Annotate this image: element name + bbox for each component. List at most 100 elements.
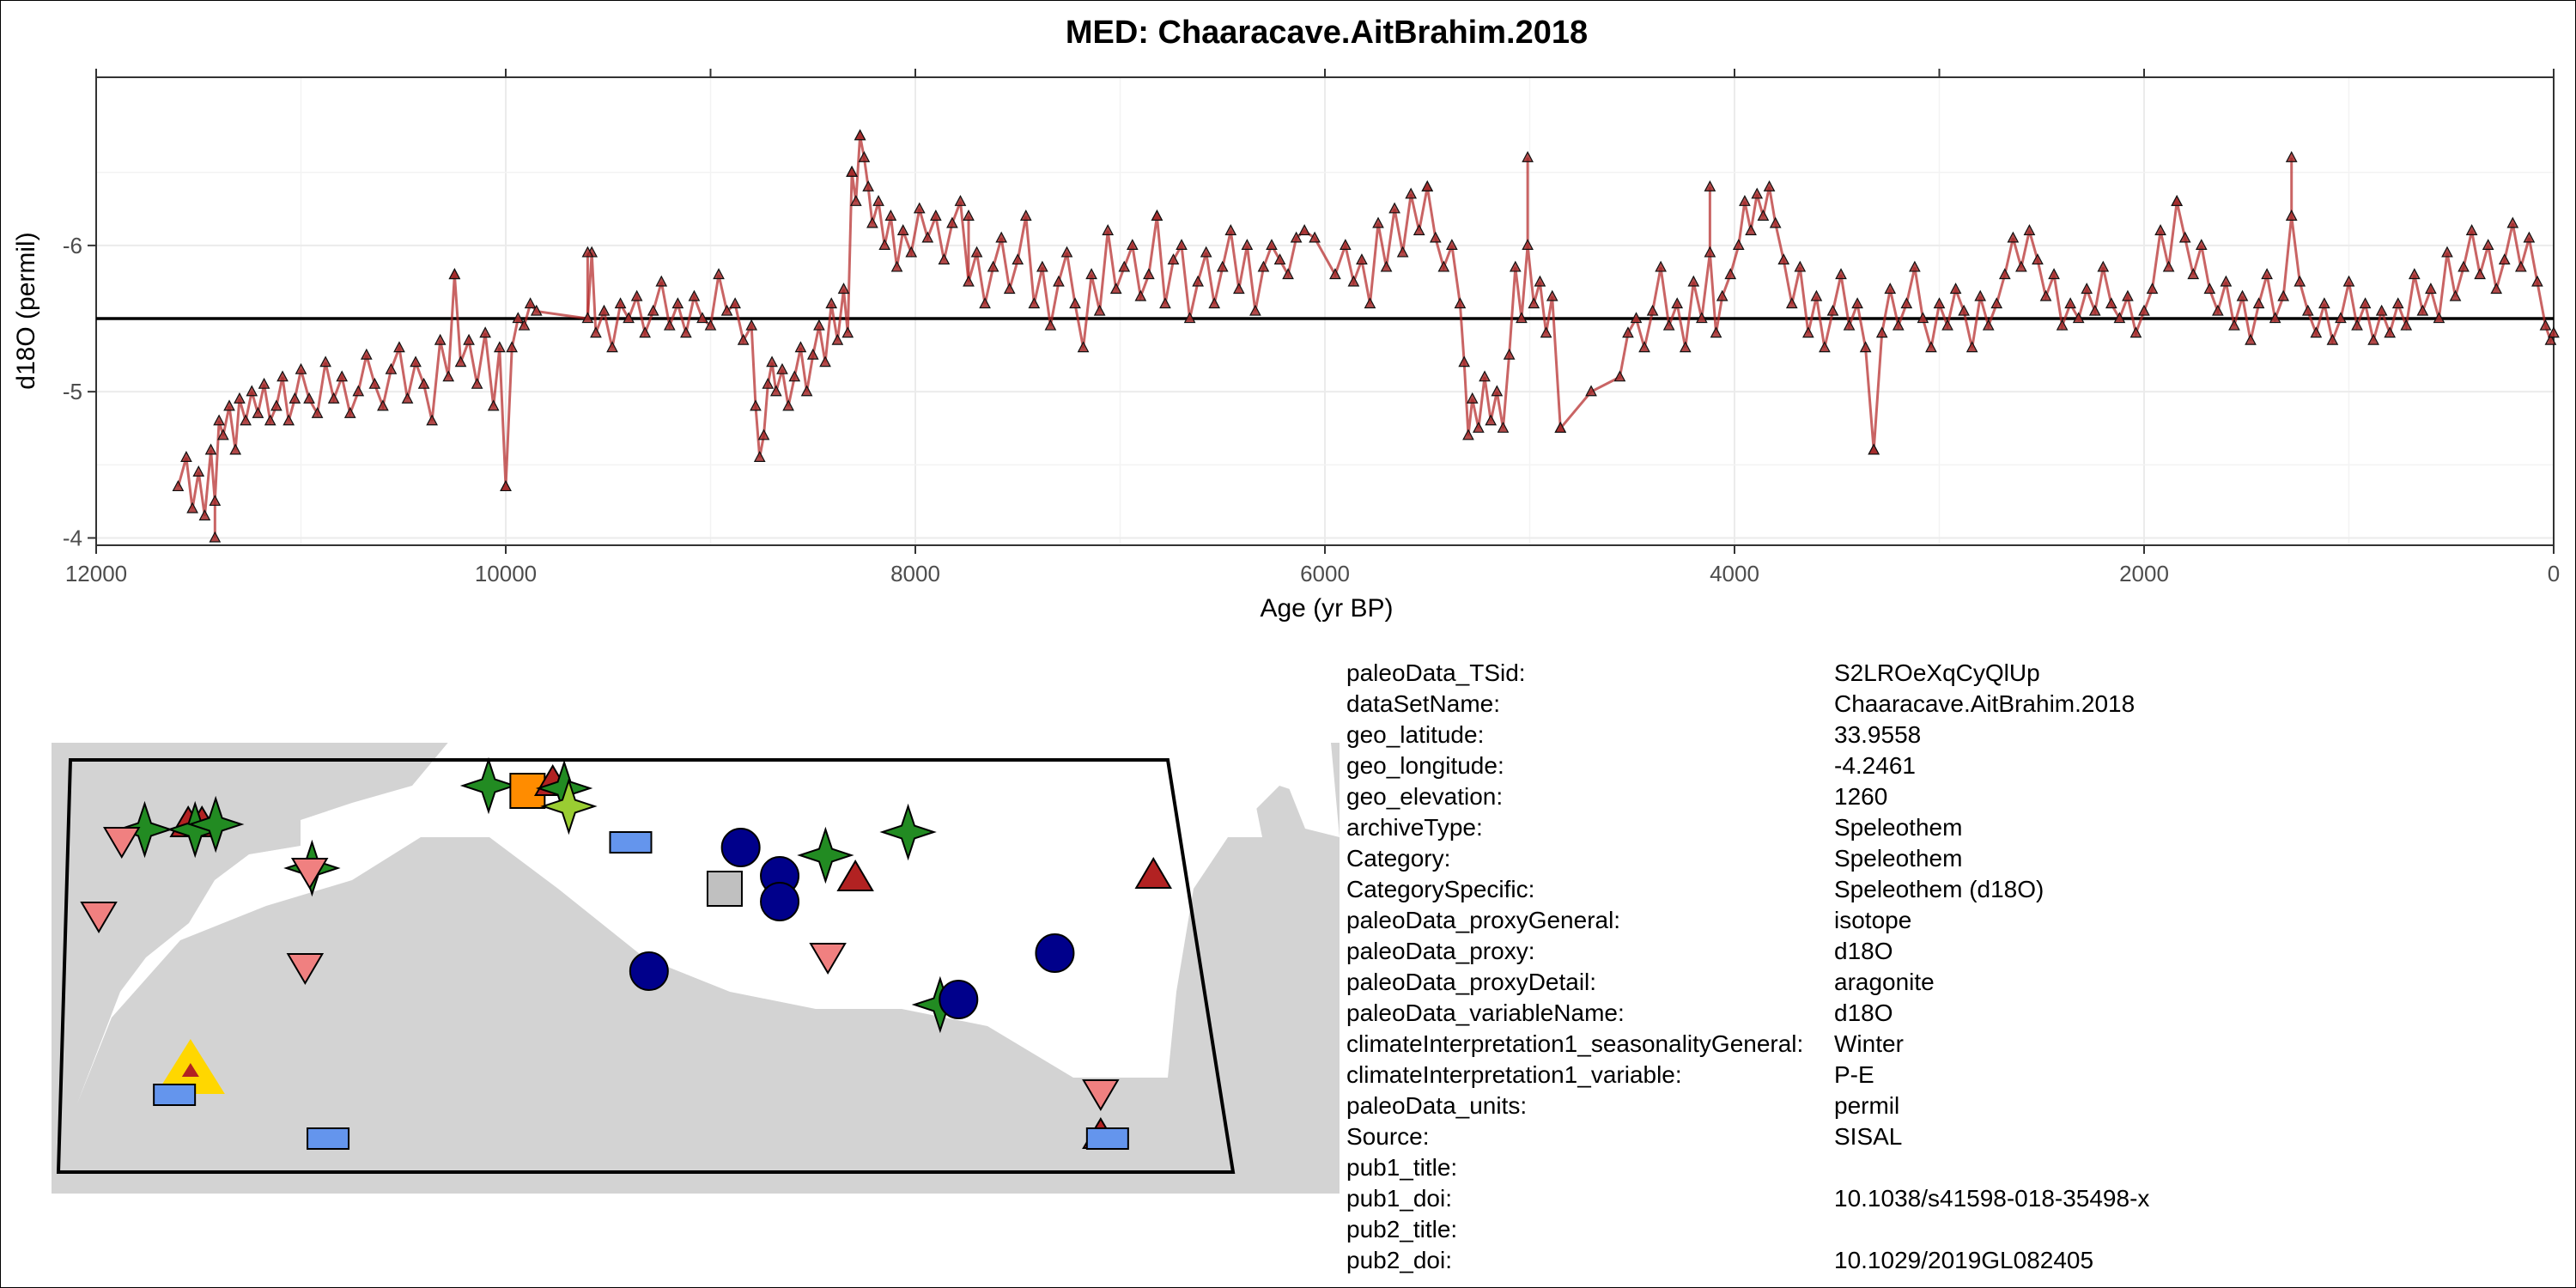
metadata-value: P-E [1834, 1061, 1874, 1088]
data-point [2384, 326, 2397, 338]
data-point [1491, 385, 1504, 397]
data-point [1347, 275, 1360, 287]
data-point [1473, 421, 1485, 433]
data-point [2539, 319, 2552, 331]
data-point [417, 377, 430, 389]
data-point [1884, 283, 1897, 295]
data-point [1454, 297, 1467, 309]
data-point [1224, 224, 1237, 235]
data-point [1077, 341, 1090, 353]
data-point [846, 165, 858, 177]
data-point [463, 333, 475, 345]
data-point [1941, 319, 1953, 331]
data-point [1769, 216, 1782, 228]
data-point [2458, 260, 2470, 272]
site-markers [80, 756, 1172, 1150]
metadata-key: Source: [1346, 1123, 1430, 1150]
data-point [368, 377, 381, 389]
x-tick-label: 8000 [890, 561, 940, 586]
data-point [2351, 319, 2363, 331]
data-point [1282, 268, 1294, 280]
data-point [1183, 312, 1196, 324]
metadata-key: paleoData_proxyGeneral: [1346, 907, 1621, 933]
data-point [2359, 297, 2372, 309]
data-point [2105, 297, 2117, 309]
data-point [2506, 216, 2519, 228]
data-point [841, 326, 854, 338]
data-point [385, 362, 398, 374]
data-point [1704, 179, 1716, 191]
data-point [276, 370, 289, 382]
data-point [2465, 224, 2478, 235]
chart-title: MED: Chaaracave.AitBrahim.2018 [1066, 15, 1588, 51]
data-point [750, 399, 762, 411]
data-point [1003, 283, 1016, 295]
data-point [1109, 283, 1122, 295]
data-point [2252, 297, 2265, 309]
site-marker-triangle-up [836, 860, 874, 891]
data-point [2482, 239, 2494, 251]
data-point [825, 297, 838, 309]
data-point [1462, 428, 1474, 440]
data-point [426, 414, 438, 426]
data-point [2056, 319, 2069, 331]
site-marker-star [879, 803, 937, 861]
data-point [1646, 304, 1659, 316]
data-point [234, 392, 246, 404]
data-point [896, 224, 909, 235]
data-point [1085, 268, 1097, 280]
data-point [1503, 348, 1516, 360]
data-point [1819, 341, 1831, 353]
data-point [2023, 224, 2036, 235]
metadata-key: paleoData_proxy: [1346, 938, 1535, 964]
data-point [2007, 231, 2020, 243]
data-point [598, 304, 611, 316]
data-point [1356, 253, 1368, 265]
y-tick-label: -5 [63, 379, 82, 404]
data-point [1662, 319, 1675, 331]
data-point [2285, 210, 2298, 221]
data-point [434, 333, 447, 345]
site-marker-circle [720, 828, 761, 867]
data-point [2310, 326, 2323, 338]
metadata-key: pub2_doi: [1346, 1247, 1453, 1273]
x-tick-label: 10000 [475, 561, 537, 586]
data-point [1208, 297, 1221, 309]
x-tick-label: 6000 [1300, 561, 1350, 586]
data-point [1516, 312, 1528, 324]
data-point [2301, 304, 2314, 316]
data-point [979, 297, 991, 309]
data-point [788, 370, 801, 382]
data-point [1859, 341, 1872, 353]
data-point [1724, 268, 1737, 280]
data-point [1466, 392, 1479, 404]
data-point [1036, 260, 1048, 272]
data-point [1974, 289, 1987, 301]
site-marker-triangle-down [1082, 1079, 1120, 1111]
data-point [1522, 150, 1534, 162]
data-point [500, 480, 512, 492]
data-point [2138, 304, 2150, 316]
mediterranean-sea [77, 734, 1331, 1103]
y-axis-label: d18O (permil) [12, 232, 40, 389]
data-point [813, 319, 825, 331]
data-point [2154, 224, 2166, 235]
data-point [1069, 297, 1081, 309]
data-point [1151, 210, 1163, 221]
black-sea [970, 751, 1262, 837]
data-point [1429, 231, 1442, 243]
data-point [336, 370, 349, 382]
data-point [1802, 326, 1814, 338]
site-marker-rect [1085, 1127, 1129, 1150]
data-point [1528, 297, 1540, 309]
data-point [1249, 304, 1261, 316]
site-map [52, 734, 1340, 1194]
data-point [1012, 253, 1024, 265]
data-point [1534, 275, 1546, 287]
data-point [1167, 253, 1180, 265]
data-point [963, 210, 975, 221]
metadata-value: permil [1834, 1092, 1900, 1119]
data-point [2433, 312, 2445, 324]
metadata-key: paleoData_units: [1346, 1092, 1528, 1119]
data-point [1990, 297, 2003, 309]
